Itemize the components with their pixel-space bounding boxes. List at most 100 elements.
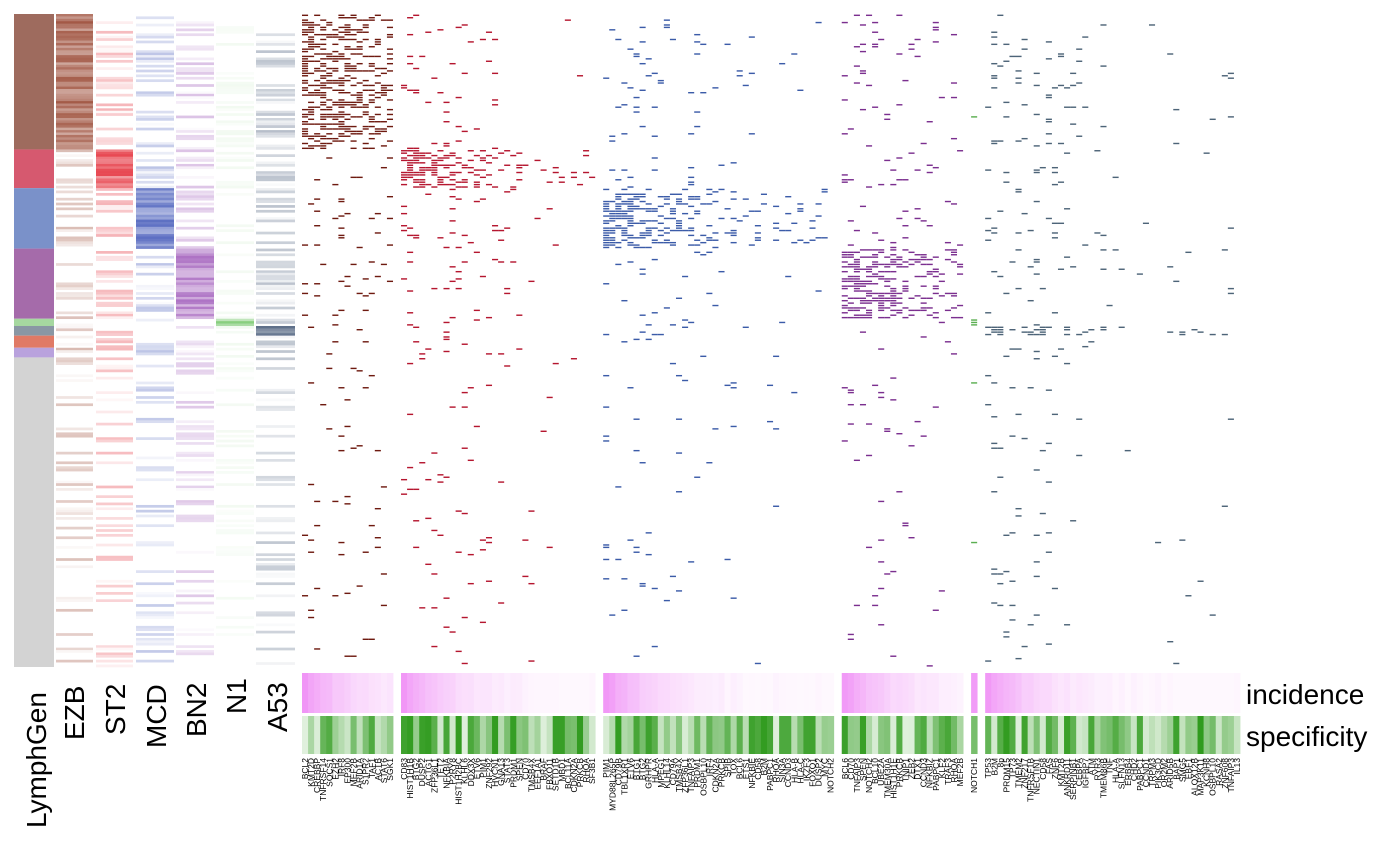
mutation-cell [615, 217, 622, 220]
specificity-cell [380, 716, 388, 754]
prob-cell [56, 72, 93, 75]
mutation-cell [1064, 362, 1071, 365]
gene-label: RHOA [581, 758, 591, 783]
mutation-cell [645, 324, 652, 326]
mutation-cell [362, 387, 369, 389]
mutation-cell [302, 142, 309, 145]
prob-cell [96, 113, 133, 116]
mutation-cell [419, 157, 426, 159]
prob-cell [56, 88, 93, 92]
gene-label: DDX3X [466, 758, 476, 787]
prob-cell [56, 69, 93, 73]
prob-cell [176, 292, 214, 295]
prob-cell [176, 628, 214, 632]
mutation-cell [932, 312, 939, 314]
mutation-cell [841, 287, 848, 290]
prob-cell [216, 355, 254, 358]
specificity-cell [461, 716, 469, 754]
mutation-cell [374, 130, 381, 133]
specificity-cell [485, 716, 493, 754]
prob-cell [136, 514, 174, 518]
mutation-cell [609, 135, 616, 137]
mutation-cell [645, 75, 652, 77]
mutation-cell [866, 249, 873, 251]
mutation-cell [932, 41, 939, 43]
prob-cell [256, 340, 295, 344]
prob-cell [96, 38, 133, 41]
mutation-cell [338, 84, 345, 87]
prob-cell [56, 659, 93, 663]
prob-cell [56, 180, 93, 184]
mutation-cell [362, 309, 369, 312]
gene-label: GNA13 [496, 758, 506, 786]
mutation-cell [374, 82, 381, 84]
mutation-cell [380, 604, 387, 607]
mutation-cell [985, 660, 992, 662]
prob-cell [216, 224, 254, 228]
specificity-cell [1051, 716, 1059, 754]
prob-cell [96, 357, 133, 361]
mutation-cell [639, 246, 646, 249]
mutation-cell [302, 58, 309, 60]
mutation-cell [639, 89, 646, 91]
mutation-cell [320, 26, 327, 29]
mutation-cell [748, 133, 755, 135]
mutation-cell [847, 316, 854, 319]
mutation-cell [320, 137, 327, 140]
mutation-cell [302, 75, 309, 77]
mutation-cell [779, 62, 786, 65]
mutation-cell [1021, 437, 1028, 440]
prob-cell [176, 45, 214, 49]
mutation-cell [344, 26, 351, 29]
mutation-cell [407, 227, 414, 229]
prob-cell [216, 43, 254, 46]
prob-cell [136, 509, 174, 513]
prob-cell [216, 108, 254, 112]
specificity-cell [1112, 716, 1120, 754]
mutation-cell [320, 403, 327, 406]
gene-label: S1PR2 [361, 758, 371, 785]
mutation-cell [344, 62, 351, 65]
mutation-cell [712, 246, 719, 249]
incidence-cell [902, 673, 909, 713]
mutation-cell [669, 217, 676, 220]
prob-cell [256, 313, 295, 317]
mutation-cell [449, 62, 456, 65]
mutation-cell [791, 222, 798, 225]
mutation-cell [320, 101, 327, 104]
mutation-cell [603, 77, 610, 79]
mutation-cell [991, 227, 998, 229]
mutation-cell [419, 179, 426, 181]
prob-cell [256, 40, 295, 44]
mutation-cell [1045, 133, 1052, 135]
mutation-cell [847, 251, 854, 254]
mutation-cell [609, 220, 616, 222]
mutation-cell [627, 87, 634, 89]
prob-cell [96, 410, 133, 414]
mutation-cell [896, 297, 903, 299]
mutation-cell [920, 297, 927, 299]
mutation-cell [651, 169, 658, 171]
mutation-cell [991, 140, 998, 142]
mutation-cell [1045, 551, 1052, 553]
incidence-cell [1142, 673, 1150, 713]
mutation-cell [754, 237, 761, 239]
mutation-cell [350, 101, 357, 104]
mutation-cell [878, 309, 885, 312]
mutation-cell [449, 152, 456, 154]
prob-cell [256, 43, 295, 46]
mutation-cell [645, 227, 652, 229]
mutation-cell [663, 217, 670, 220]
prob-cell [256, 176, 295, 179]
mutation-cell [675, 374, 683, 377]
mutation-cell [859, 249, 867, 251]
mutation-cell [374, 67, 381, 70]
prob-cell [256, 263, 295, 266]
prob-column-mcd [136, 16, 174, 663]
prob-cell [136, 59, 174, 63]
prob-cell [96, 529, 133, 532]
prob-cell [216, 28, 254, 32]
prob-cell [176, 459, 214, 462]
specificity-cell [760, 716, 768, 754]
prob-cell [256, 62, 295, 66]
